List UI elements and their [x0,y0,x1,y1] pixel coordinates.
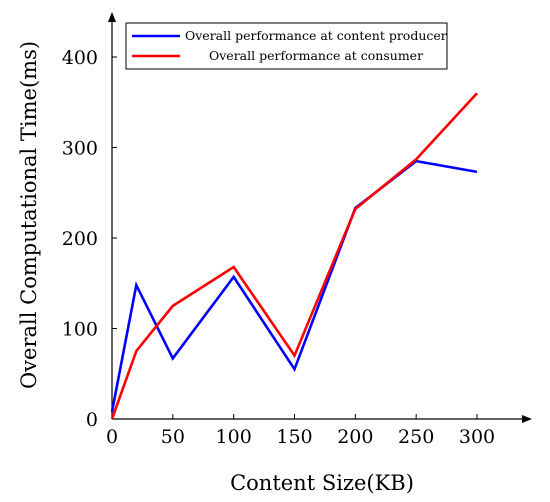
legend: Overall performance at content producer O… [125,22,448,70]
y-axis-arrow-icon [108,12,116,22]
legend-box [125,22,448,70]
y-tick-label: 200 [62,228,98,250]
x-tick-label: 0 [106,426,118,448]
series-line-2 [110,92,478,420]
y-tick-label: 400 [62,47,98,69]
x-ticks: 0 50 100 150 200 250 300 [106,414,495,448]
y-axis-title: Overall Computational Time(ms) [17,41,41,389]
x-tick-label: 100 [216,426,252,448]
x-axis-title: Content Size(KB) [230,471,414,495]
legend-label-2: Overall performance at consumer [209,48,423,63]
y-ticks: 0 100 200 300 400 [62,47,117,431]
x-tick-label: 300 [459,426,495,448]
x-tick-label: 50 [161,426,185,448]
y-tick-label: 300 [62,138,98,160]
x-tick-label: 200 [337,426,373,448]
x-tick-label: 250 [398,426,434,448]
axes [108,12,532,423]
legend-label-1: Overall performance at content producer [185,28,447,43]
x-axis-arrow-icon [522,415,532,423]
series-line-1 [110,159,478,413]
y-tick-label: 0 [86,409,98,431]
y-tick-label: 100 [62,319,98,341]
series-lines [110,92,478,420]
x-tick-label: 150 [276,426,312,448]
